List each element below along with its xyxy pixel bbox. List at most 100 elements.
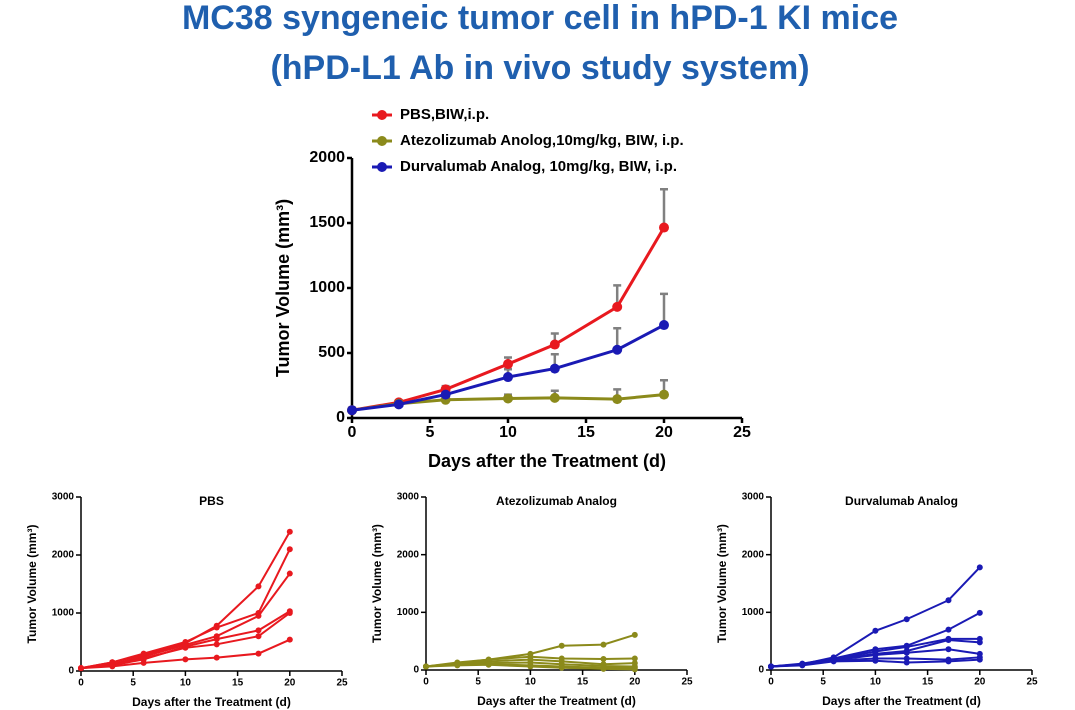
data-point	[503, 372, 513, 383]
data-point	[286, 546, 293, 553]
legend-marker	[377, 162, 387, 172]
x-tick-label: 15	[922, 677, 934, 688]
data-point	[631, 655, 638, 662]
data-point	[903, 649, 910, 656]
data-point	[600, 656, 607, 663]
x-tick-label: 15	[577, 424, 595, 441]
y-tick-label: 3000	[742, 492, 765, 503]
y-axis-label: Tumor Volume (mm³)	[370, 524, 384, 643]
y-tick-label: 2000	[397, 549, 420, 560]
x-axis-label: Days after the Treatment (d)	[132, 695, 291, 709]
y-tick-label: 0	[758, 665, 764, 676]
data-point	[558, 664, 565, 671]
data-point	[558, 642, 565, 649]
data-point	[78, 665, 84, 672]
legend-marker	[377, 110, 387, 120]
y-axis-label: Tumor Volume (mm³)	[25, 525, 39, 644]
data-point	[549, 363, 560, 374]
data-point	[213, 624, 220, 631]
data-point	[286, 636, 293, 643]
legend-label: PBS,BIW,i.p.	[400, 106, 489, 123]
data-point	[631, 666, 638, 673]
data-point	[612, 344, 623, 355]
error-bar	[660, 292, 668, 326]
y-tick-label: 0	[413, 665, 419, 676]
data-point	[612, 394, 623, 405]
data-point	[440, 389, 451, 400]
data-point	[976, 639, 983, 646]
x-tick-label: 0	[423, 677, 429, 688]
data-point	[976, 564, 983, 571]
data-point	[659, 320, 669, 331]
y-tick-label: 1000	[52, 608, 75, 619]
data-point	[454, 662, 461, 669]
data-point	[945, 626, 952, 633]
chart-title: Atezolizumab Analog	[496, 494, 617, 508]
x-tick-label: 25	[1026, 677, 1038, 688]
data-point	[945, 646, 952, 653]
data-point	[140, 659, 147, 666]
data-point	[903, 659, 910, 666]
data-point	[213, 641, 220, 648]
x-tick-label: 0	[78, 678, 84, 689]
x-tick-label: 10	[499, 424, 517, 441]
y-tick-label: 1500	[309, 214, 345, 231]
data-point	[182, 644, 189, 651]
legend-marker	[377, 136, 387, 146]
x-tick-label: 20	[974, 677, 986, 688]
data-point	[503, 393, 513, 404]
y-tick-label: 0	[68, 666, 74, 677]
y-tick-label: 2000	[742, 549, 765, 560]
data-point	[631, 631, 638, 638]
data-point	[286, 570, 293, 577]
x-tick-label: 10	[525, 677, 537, 688]
data-point	[768, 663, 774, 670]
x-tick-label: 5	[426, 424, 435, 441]
x-tick-label: 20	[655, 424, 673, 441]
y-axis-label: Tumor Volume (mm³)	[273, 199, 293, 377]
y-tick-label: 3000	[397, 492, 420, 503]
x-tick-label: 25	[336, 678, 348, 689]
data-point	[976, 656, 983, 663]
data-point	[976, 609, 983, 616]
data-point	[255, 583, 262, 590]
data-point	[600, 665, 607, 672]
chart-title: Durvalumab Analog	[845, 494, 958, 508]
data-point	[140, 655, 147, 662]
data-point	[600, 641, 607, 648]
data-point	[659, 389, 669, 400]
data-point	[549, 392, 560, 403]
data-point	[485, 661, 492, 668]
data-point	[612, 301, 623, 312]
x-tick-label: 15	[232, 678, 244, 689]
x-axis-label: Days after the Treatment (d)	[428, 451, 666, 471]
data-point	[393, 399, 404, 410]
data-point	[109, 663, 116, 670]
x-tick-label: 5	[130, 678, 136, 689]
slide-subtitle: (hPD-L1 Ab in vivo study system)	[270, 49, 809, 87]
data-point	[945, 658, 952, 665]
data-point	[945, 597, 952, 604]
x-tick-label: 5	[475, 677, 481, 688]
slide-title: MC38 syngeneic tumor cell in hPD-1 KI mi…	[182, 0, 898, 37]
y-tick-label: 3000	[52, 492, 75, 503]
y-tick-label: 500	[318, 344, 345, 361]
data-point	[255, 633, 262, 640]
data-point	[255, 650, 262, 657]
data-point	[286, 528, 293, 535]
x-tick-label: 15	[577, 677, 589, 688]
data-point	[347, 405, 357, 416]
data-point	[799, 662, 806, 669]
chart-title: PBS	[199, 494, 224, 508]
data-point	[286, 610, 293, 616]
x-tick-label: 20	[629, 677, 641, 688]
x-tick-label: 25	[681, 677, 693, 688]
data-point	[213, 636, 220, 643]
data-point	[423, 663, 429, 670]
y-tick-label: 2000	[309, 149, 345, 166]
error-bar	[660, 187, 668, 228]
x-axis-label: Days after the Treatment (d)	[477, 694, 636, 708]
x-tick-label: 10	[870, 677, 882, 688]
x-tick-label: 0	[348, 424, 357, 441]
